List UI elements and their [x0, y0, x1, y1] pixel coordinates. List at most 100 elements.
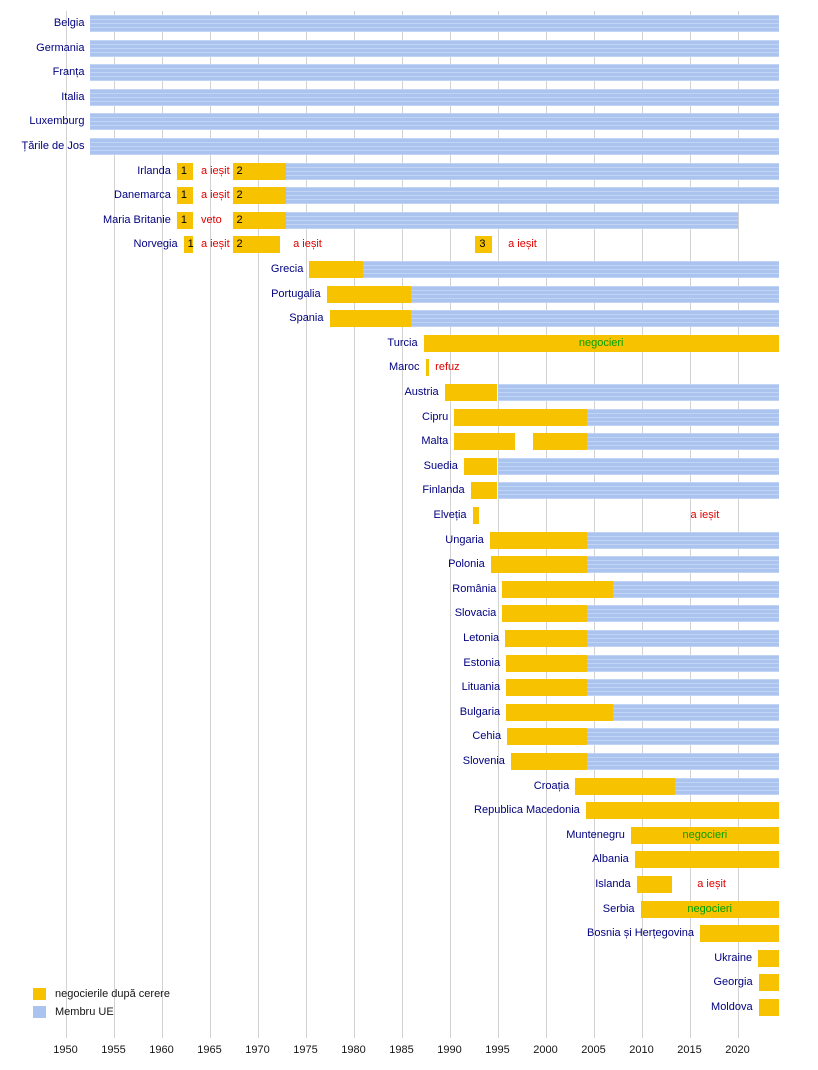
- gridline: [65, 11, 67, 1038]
- application-bar: [454, 408, 588, 426]
- application-bar: [506, 703, 613, 721]
- member-bar: [90, 88, 779, 106]
- member-bar: [411, 310, 779, 328]
- application-bar: [444, 384, 498, 401]
- member-bar: [587, 753, 779, 770]
- country-label: Georgia: [713, 976, 753, 989]
- country-label: Franța: [52, 66, 85, 79]
- member-bar: [612, 580, 779, 598]
- axis-tick-label: 2015: [677, 1044, 702, 1056]
- country-label: Lituania: [461, 681, 501, 694]
- member-bar: [587, 630, 779, 647]
- axis-tick-label: 2000: [533, 1044, 558, 1056]
- status-note: a ieșit: [200, 189, 230, 202]
- country-label: Ukraine: [714, 951, 753, 964]
- application-bar: [502, 605, 588, 623]
- application-bar: [472, 507, 480, 524]
- member-bar: [363, 261, 779, 278]
- member-bar: [675, 777, 779, 795]
- member-bar: [587, 605, 779, 623]
- application-bar: 2: [232, 236, 280, 254]
- country-label: Letonia: [463, 632, 500, 644]
- status-note: a ieșit: [697, 878, 726, 890]
- member-bar: [90, 15, 779, 32]
- gridline: [689, 11, 691, 1038]
- status-note: refuz: [435, 361, 460, 374]
- gridline: [257, 11, 259, 1038]
- country-label: Maroc: [388, 361, 420, 374]
- country-label: Turcia: [387, 336, 418, 349]
- country-label: Bosnia și Herțegovina: [587, 927, 695, 940]
- axis-tick-label: 1980: [341, 1044, 366, 1056]
- country-label: Cipru: [422, 410, 449, 423]
- member-bar: [497, 384, 779, 401]
- country-label: România: [452, 582, 497, 595]
- application-bar: [490, 556, 588, 574]
- application-bar: 1: [176, 162, 194, 180]
- member-bar: [497, 482, 779, 500]
- status-note: a ieșit: [690, 509, 720, 521]
- country-label: Islanda: [595, 878, 631, 890]
- application-bar: negocieri: [630, 826, 779, 844]
- member-bar: [587, 556, 779, 574]
- member-bar: [587, 433, 779, 451]
- application-bar: [506, 679, 588, 697]
- application-bar: negocieri: [640, 900, 779, 918]
- member-swatch-icon: [33, 1006, 46, 1018]
- country-label: Croația: [533, 779, 570, 792]
- gridline: [497, 11, 499, 1038]
- gridline: [161, 11, 163, 1038]
- application-bar: [506, 654, 588, 672]
- application-bar: [309, 261, 364, 278]
- country-label: Țările de Jos: [21, 140, 85, 152]
- country-label: Albania: [592, 853, 629, 866]
- application-bar: [634, 851, 779, 869]
- application-bar: [425, 359, 430, 377]
- axis-tick-label: 1995: [485, 1044, 510, 1056]
- axis-tick-label: 1990: [437, 1044, 462, 1056]
- application-bar: [507, 728, 588, 746]
- legend: negocierile după cerere Membru UE: [33, 985, 170, 1021]
- country-label: Germania: [36, 41, 85, 54]
- country-label: Muntenegru: [566, 828, 625, 841]
- legend-member-label: Membru UE: [55, 1006, 114, 1018]
- country-label: Elveția: [433, 509, 467, 521]
- member-bar: [90, 113, 779, 131]
- country-label: Cehia: [472, 730, 502, 743]
- gridline: [305, 11, 307, 1038]
- member-bar: [286, 211, 739, 229]
- country-label: Bulgaria: [459, 705, 501, 718]
- member-bar: [587, 654, 779, 672]
- application-bar: 1: [176, 187, 194, 205]
- country-label: Slovacia: [454, 607, 497, 620]
- application-bar: 2: [232, 187, 287, 205]
- member-bar: [90, 39, 779, 57]
- member-bar: [497, 457, 779, 475]
- gridline: [209, 11, 211, 1038]
- axis-tick-label: 1975: [293, 1044, 318, 1056]
- country-label: Grecia: [270, 263, 304, 275]
- country-label: Finlanda: [422, 484, 465, 497]
- gridline: [641, 11, 643, 1038]
- legend-item-member: Membru UE: [33, 1003, 170, 1021]
- member-bar: [411, 285, 779, 303]
- gridline: [545, 11, 547, 1038]
- application-bar: [700, 925, 779, 943]
- application-bar: 2: [232, 162, 287, 180]
- application-bar: [585, 802, 779, 820]
- application-bar: negocieri: [423, 334, 779, 352]
- application-bar: [463, 457, 498, 475]
- application-bar: 2: [232, 211, 287, 229]
- legend-application-label: negocierile după cerere: [55, 988, 170, 1000]
- country-label: Belgia: [53, 17, 85, 29]
- gridline: [113, 11, 115, 1038]
- axis-tick-label: 1950: [53, 1044, 78, 1056]
- application-bar: [533, 433, 588, 451]
- application-bar: [758, 974, 779, 992]
- axis-tick-label: 2005: [581, 1044, 606, 1056]
- application-bar: [505, 630, 588, 647]
- country-label: Estonia: [463, 656, 501, 669]
- application-bar: [489, 531, 588, 549]
- country-label: Serbia: [602, 902, 635, 915]
